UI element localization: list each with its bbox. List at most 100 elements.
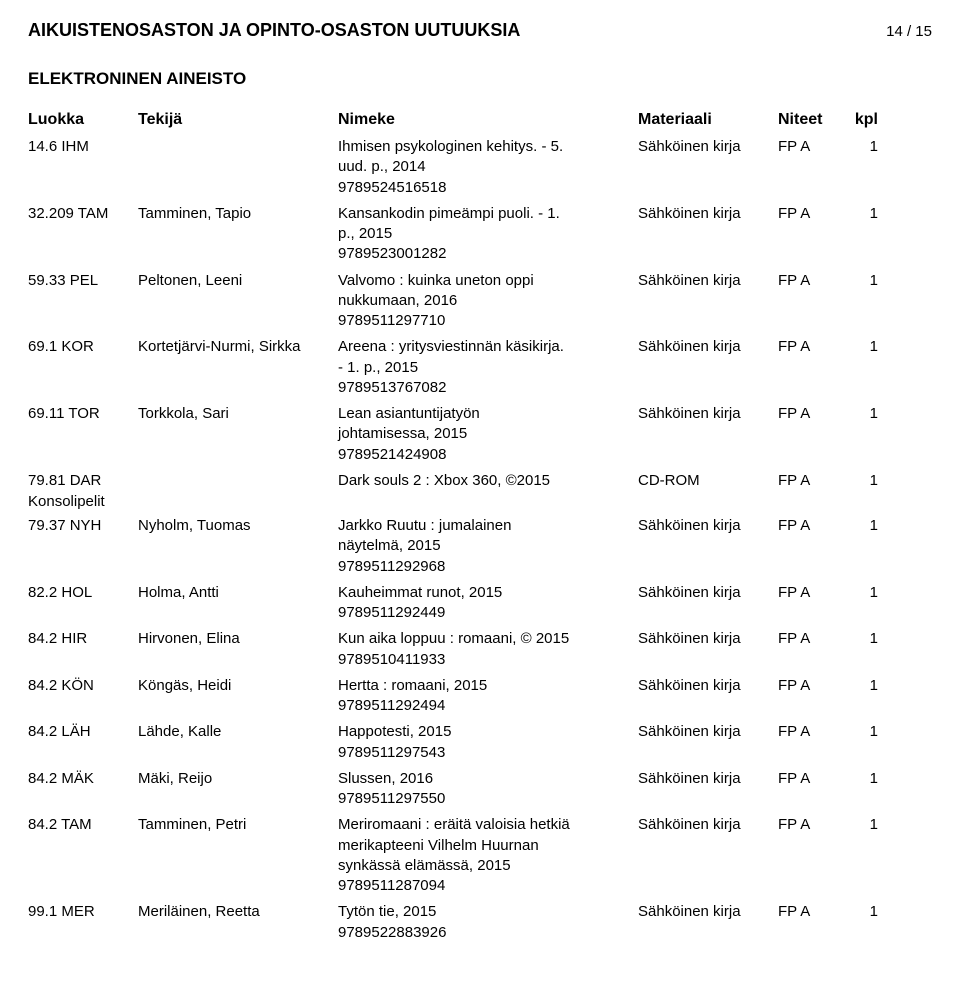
cell-kpl: 1 [838,902,878,922]
table-row: 79.37 NYHNyholm, TuomasJarkko Ruutu : ju… [28,516,932,577]
cell-isbn: 9789524516518 [338,178,628,198]
cell-nimeke: Areena : yritysviestinnän käsikirja.- 1.… [338,337,638,398]
nimeke-line: - 1. p., 2015 [338,358,628,378]
nimeke-line: Meriromaani : eräitä valoisia hetkiä [338,815,628,835]
cell-tekija: Holma, Antti [138,583,338,603]
nimeke-line: Jarkko Ruutu : jumalainen [338,516,628,536]
cell-isbn: 9789511292494 [338,696,628,716]
cell-niteet: FP A [778,769,838,789]
cell-niteet: FP A [778,137,838,157]
cell-luokka: 84.2 KÖN [28,676,138,696]
rows-container: 14.6 IHMIhmisen psykologinen kehitys. - … [28,137,932,943]
table-row: 99.1 MERMeriläinen, ReettaTytön tie, 201… [28,902,932,943]
nimeke-line: johtamisessa, 2015 [338,424,628,444]
cell-isbn: 9789521424908 [338,445,628,465]
cell-luokka: 84.2 LÄH [28,722,138,742]
cell-nimeke: Kansankodin pimeämpi puoli. - 1.p., 2015… [338,204,638,265]
cell-tekija: Meriläinen, Reetta [138,902,338,922]
cell-isbn: 9789511287094 [338,876,628,896]
cell-luokka: 84.2 TAM [28,815,138,835]
table-row: 14.6 IHMIhmisen psykologinen kehitys. - … [28,137,932,198]
cell-materiaali: Sähköinen kirja [638,337,778,357]
cell-kpl: 1 [838,629,878,649]
nimeke-line: Hertta : romaani, 2015 [338,676,628,696]
nimeke-line: Tytön tie, 2015 [338,902,628,922]
nimeke-line: Dark souls 2 : Xbox 360, ©2015 [338,471,628,491]
cell-kpl: 1 [838,516,878,536]
cell-tekija: Hirvonen, Elina [138,629,338,649]
cell-niteet: FP A [778,204,838,224]
cell-kpl: 1 [838,769,878,789]
page-number: 14 / 15 [886,23,932,40]
cell-kpl: 1 [838,815,878,835]
column-header-row: Luokka Tekijä Nimeke Materiaali Niteet k… [28,111,932,129]
document-title: AIKUISTENOSASTON JA OPINTO-OSASTON UUTUU… [28,20,520,41]
cell-isbn: 9789522883926 [338,923,628,943]
cell-materiaali: Sähköinen kirja [638,204,778,224]
cell-nimeke: Kun aika loppuu : romaani, © 20159789510… [338,629,638,670]
cell-materiaali: Sähköinen kirja [638,722,778,742]
nimeke-line: Kauheimmat runot, 2015 [338,583,628,603]
table-row: 84.2 LÄHLähde, KalleHappotesti, 20159789… [28,722,932,763]
cell-kpl: 1 [838,204,878,224]
cell-nimeke: Lean asiantuntijatyönjohtamisessa, 20159… [338,404,638,465]
cell-luokka: 14.6 IHM [28,137,138,157]
cell-isbn: 9789511297710 [338,311,628,331]
cell-niteet: FP A [778,583,838,603]
cell-luokka: 79.37 NYH [28,516,138,536]
col-header-kpl: kpl [838,111,878,129]
cell-nimeke: Hertta : romaani, 20159789511292494 [338,676,638,717]
cell-tekija: Torkkola, Sari [138,404,338,424]
cell-niteet: FP A [778,404,838,424]
cell-tekija: Lähde, Kalle [138,722,338,742]
cell-luokka: 99.1 MER [28,902,138,922]
cell-materiaali: Sähköinen kirja [638,629,778,649]
table-row: 84.2 KÖNKöngäs, HeidiHertta : romaani, 2… [28,676,932,717]
cell-nimeke: Meriromaani : eräitä valoisia hetkiämeri… [338,815,638,896]
nimeke-line: uud. p., 2014 [338,157,628,177]
cell-niteet: FP A [778,471,838,491]
nimeke-line: Slussen, 2016 [338,769,628,789]
cell-luokka: 59.33 PEL [28,271,138,291]
page: AIKUISTENOSASTON JA OPINTO-OSASTON UUTUU… [0,0,960,989]
cell-luokka: 69.11 TOR [28,404,138,424]
cell-nimeke: Valvomo : kuinka uneton oppinukkumaan, 2… [338,271,638,332]
table-row: 84.2 MÄKMäki, ReijoSlussen, 201697895112… [28,769,932,810]
cell-niteet: FP A [778,676,838,696]
cell-kpl: 1 [838,471,878,491]
nimeke-line: näytelmä, 2015 [338,536,628,556]
cell-luokka: 84.2 HIR [28,629,138,649]
cell-isbn: 9789511297543 [338,743,628,763]
cell-kpl: 1 [838,676,878,696]
cell-materiaali: Sähköinen kirja [638,902,778,922]
cell-tekija: Kortetjärvi-Nurmi, Sirkka [138,337,338,357]
cell-kpl: 1 [838,137,878,157]
cell-niteet: FP A [778,815,838,835]
cell-materiaali: Sähköinen kirja [638,583,778,603]
cell-kpl: 1 [838,583,878,603]
cell-kpl: 1 [838,271,878,291]
col-header-luokka: Luokka [28,111,138,129]
cell-nimeke: Happotesti, 20159789511297543 [338,722,638,763]
cell-isbn: 9789510411933 [338,650,628,670]
table-row: 69.1 KORKortetjärvi-Nurmi, SirkkaAreena … [28,337,932,398]
cell-luokka: 79.81 DAR [28,471,138,491]
cell-nimeke: Kauheimmat runot, 20159789511292449 [338,583,638,624]
cell-materiaali: Sähköinen kirja [638,815,778,835]
cell-materiaali: Sähköinen kirja [638,404,778,424]
table-row: 84.2 TAMTamminen, PetriMeriromaani : erä… [28,815,932,896]
col-header-niteet: Niteet [778,111,838,129]
cell-niteet: FP A [778,516,838,536]
cell-isbn: 9789513767082 [338,378,628,398]
table-row: 69.11 TORTorkkola, SariLean asiantuntija… [28,404,932,465]
section-title: ELEKTRONINEN AINEISTO [28,69,932,89]
nimeke-line: synkässä elämässä, 2015 [338,856,628,876]
cell-niteet: FP A [778,271,838,291]
cell-isbn: 9789523001282 [338,244,628,264]
col-header-tekija: Tekijä [138,111,338,129]
col-header-materiaali: Materiaali [638,111,778,129]
col-header-nimeke: Nimeke [338,111,638,129]
nimeke-line: nukkumaan, 2016 [338,291,628,311]
nimeke-line: Kun aika loppuu : romaani, © 2015 [338,629,628,649]
cell-nimeke: Slussen, 20169789511297550 [338,769,638,810]
